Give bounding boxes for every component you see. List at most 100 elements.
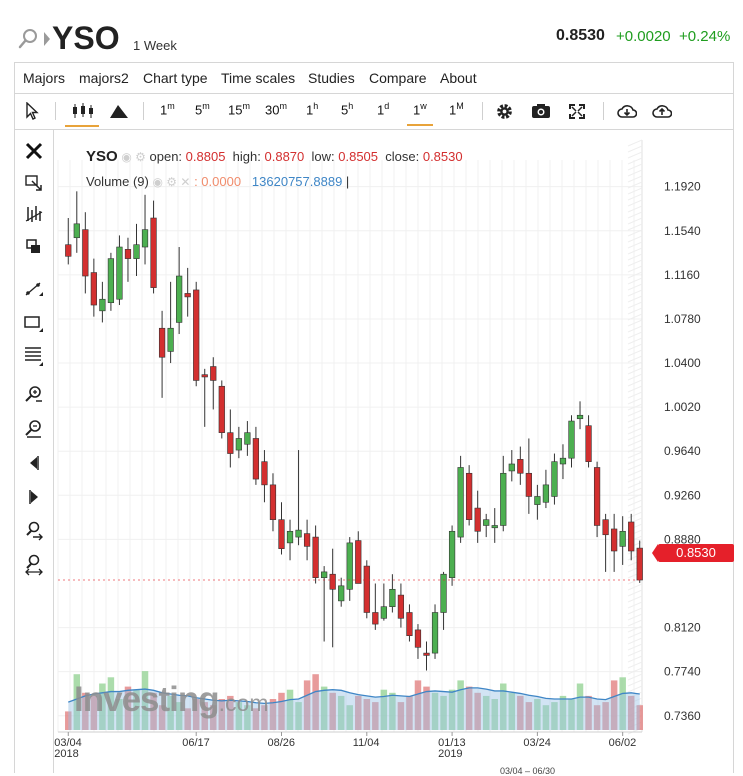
interval-5h[interactable]: 5h xyxy=(341,101,354,118)
settings-gear-icon[interactable] xyxy=(495,102,514,121)
hatch-line xyxy=(627,265,643,273)
volume-ma-line xyxy=(68,687,640,704)
candle-body xyxy=(346,542,353,590)
menu-chart-type[interactable]: Chart type xyxy=(143,70,208,86)
hatch-line xyxy=(627,451,643,459)
volume-bar xyxy=(517,695,524,730)
layers-icon[interactable] xyxy=(23,236,45,258)
candle-body xyxy=(611,528,618,552)
hatch-line xyxy=(627,337,643,345)
rectangle-tool-icon[interactable] xyxy=(23,312,45,334)
crosshair-cursor-icon[interactable] xyxy=(23,172,45,194)
hatch-line xyxy=(627,145,643,153)
volume-bar xyxy=(133,689,140,730)
volume-bar xyxy=(551,702,558,730)
y-tick-label: 1.1920 xyxy=(664,180,701,194)
download-icon[interactable] xyxy=(617,103,637,119)
x-tick-label: 11/04 xyxy=(353,737,380,749)
reset-zoom-icon[interactable] xyxy=(23,554,45,576)
candle-body xyxy=(252,438,260,480)
interval-30m[interactable]: 30m xyxy=(265,101,287,118)
menu-bar: Majors majors2 Chart type Time scales St… xyxy=(14,62,734,94)
interval-1w[interactable]: 1w xyxy=(407,101,433,127)
candle-body xyxy=(235,438,242,451)
hatch-line xyxy=(627,673,643,681)
volume-bar xyxy=(261,705,268,730)
volume-bar xyxy=(568,699,575,730)
volume-legend-icons[interactable]: ◉ ⚙ ✕ xyxy=(152,175,191,189)
cursor-icon[interactable] xyxy=(25,102,39,120)
candle-body xyxy=(389,588,396,607)
volume-bar xyxy=(99,683,106,730)
hatch-line xyxy=(627,313,643,321)
volume-bar xyxy=(73,674,81,730)
candle-body xyxy=(124,249,132,259)
interval-5m[interactable]: 5m xyxy=(195,101,210,118)
zoom-out-icon[interactable] xyxy=(23,418,45,440)
hatch-line xyxy=(627,199,643,207)
interval-15m[interactable]: 15m xyxy=(228,101,250,118)
ohlc-legend: YSO ◉ ⚙ open: 0.8805 high: 0.8870 low: 0… xyxy=(86,148,463,165)
fullscreen-icon[interactable] xyxy=(568,103,586,120)
volume-bar xyxy=(406,695,413,730)
zoom-in-icon[interactable] xyxy=(23,384,45,406)
candlestick-type-icon[interactable] xyxy=(71,103,95,119)
hatch-line xyxy=(627,583,643,591)
scroll-left-icon[interactable] xyxy=(23,452,45,474)
menu-about[interactable]: About xyxy=(440,70,477,86)
hatch-line xyxy=(627,439,643,447)
volume-bar xyxy=(227,695,234,730)
hatch-line xyxy=(627,151,643,159)
legend-visibility-icon[interactable]: ◉ ⚙ xyxy=(121,150,146,164)
area-type-icon[interactable] xyxy=(109,103,129,119)
candle-body xyxy=(303,533,311,547)
interval-1d[interactable]: 1d xyxy=(377,101,390,118)
chart-area[interactable]: 1.1920 1.1540 1.1160 1.0780 1.0400 1.0020 0.96… xyxy=(54,130,734,773)
hatch-line xyxy=(627,637,643,645)
candle-body xyxy=(559,457,567,465)
volume-bar xyxy=(201,702,208,730)
candle-body xyxy=(372,612,379,625)
upload-icon[interactable] xyxy=(652,103,672,119)
hatch-line xyxy=(627,355,643,363)
timeframe-label: 1 Week xyxy=(133,38,177,53)
candle-body xyxy=(329,573,336,590)
hatch-line xyxy=(627,163,643,171)
scroll-right-icon[interactable] xyxy=(23,486,45,508)
indicators-icon[interactable] xyxy=(23,204,45,226)
menu-majors[interactable]: Majors xyxy=(23,70,66,86)
candlestick-chart[interactable]: 1.1920 1.1540 1.1160 1.0780 1.0400 1.0020 0.96… xyxy=(54,130,734,773)
interval-1m[interactable]: 1m xyxy=(160,101,175,118)
trend-line-icon[interactable] xyxy=(23,278,45,300)
menu-majors2[interactable]: majors2 xyxy=(79,70,129,86)
candle-body xyxy=(628,521,635,552)
legend-high-value: 0.8870 xyxy=(264,149,305,164)
price-change-percent: +0.24% xyxy=(679,28,731,45)
fibonacci-lines-icon[interactable] xyxy=(23,344,45,366)
y-tick-label: 1.0400 xyxy=(664,356,701,370)
search-icon[interactable] xyxy=(18,28,40,50)
hatch-line xyxy=(627,643,643,651)
drawing-tools-bar xyxy=(14,130,54,773)
volume-bar xyxy=(585,695,592,730)
interval-1h[interactable]: 1h xyxy=(306,101,319,118)
candle-body xyxy=(355,540,362,584)
menu-studies[interactable]: Studies xyxy=(308,70,355,86)
volume-bar xyxy=(534,699,541,730)
menu-compare[interactable]: Compare xyxy=(369,70,427,86)
candle-body xyxy=(82,229,89,277)
interval-1M[interactable]: 1M xyxy=(449,101,464,118)
candle-body xyxy=(167,327,174,352)
candle-body xyxy=(73,223,80,239)
hatch-line xyxy=(627,631,643,639)
candle-body xyxy=(593,467,601,526)
menu-time-scales[interactable]: Time scales xyxy=(221,70,296,86)
hatch-line xyxy=(627,205,643,213)
volume-bar xyxy=(303,680,311,730)
hatch-line xyxy=(627,409,643,417)
close-icon[interactable] xyxy=(23,140,45,162)
camera-icon[interactable] xyxy=(531,103,551,119)
hatch-line xyxy=(627,415,643,423)
zoom-fit-icon[interactable] xyxy=(23,520,45,542)
hatch-line xyxy=(627,223,643,231)
